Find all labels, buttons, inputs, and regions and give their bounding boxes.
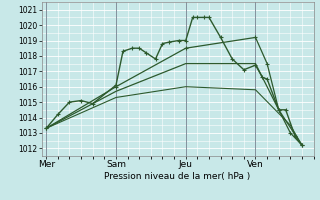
- X-axis label: Pression niveau de la mer( hPa ): Pression niveau de la mer( hPa ): [104, 172, 251, 181]
